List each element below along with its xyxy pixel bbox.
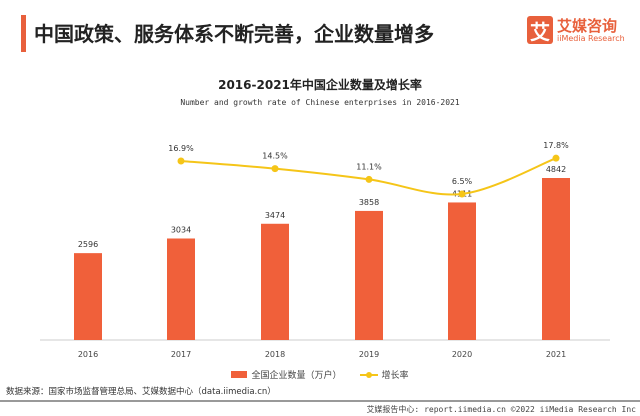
legend-bar-swatch: [231, 371, 248, 378]
legend-bar: 全国企业数量（万户）: [231, 368, 342, 381]
logo-en: iiMedia Research: [557, 33, 625, 43]
x-tick-label: 2017: [171, 350, 191, 359]
x-tick-label: 2021: [546, 350, 566, 359]
bar: [261, 223, 289, 340]
bar-label: 3858: [359, 198, 379, 207]
x-tick-label: 2019: [359, 350, 379, 359]
logo-cn: 艾媒咨询: [557, 16, 618, 35]
bar: [542, 178, 570, 340]
bar: [167, 238, 195, 340]
logo: 艾 艾媒咨询 iiMedia Research: [527, 16, 625, 44]
growth-label: 11.1%: [356, 162, 382, 171]
bar: [74, 253, 102, 340]
legend-bar-label: 全国企业数量（万户）: [251, 371, 342, 381]
x-tick-label: 2020: [452, 350, 472, 359]
growth-label: 6.5%: [452, 177, 473, 186]
legend-line-swatch: [359, 371, 378, 378]
chart-title: 2016-2021年中国企业数量及增长率: [218, 78, 422, 92]
bar: [355, 210, 383, 340]
growth-point: [365, 175, 373, 183]
x-tick-label: 2016: [78, 350, 98, 359]
footer-copyright: 艾媒报告中心: report.iimedia.cn ©2022 iiMedia …: [366, 405, 636, 414]
bar: [448, 202, 476, 340]
bar-label: 3474: [265, 211, 285, 220]
data-source: 数据来源：国家市场监督管理总局、艾媒数据中心（data.iimedia.cn）: [6, 387, 276, 397]
growth-point: [552, 154, 560, 162]
page-title: 中国政策、服务体系不断完善，企业数量增多: [34, 22, 434, 46]
divider: [0, 400, 640, 402]
logo-mark: 艾: [527, 16, 553, 44]
bar-label: 3034: [171, 225, 191, 234]
growth-label: 16.9%: [168, 144, 194, 153]
bar-label: 4842: [546, 165, 566, 174]
bar-label: 2596: [78, 240, 98, 249]
chart-subtitle: Number and growth rate of Chinese enterp…: [180, 98, 460, 107]
growth-label: 14.5%: [262, 152, 288, 161]
title-accent-bar: [21, 15, 26, 52]
growth-point: [271, 165, 279, 173]
legend: 全国企业数量（万户） 增长率: [0, 368, 640, 381]
legend-line: 增长率: [359, 368, 409, 381]
legend-line-label: 增长率: [381, 371, 409, 381]
growth-label: 17.8%: [543, 141, 569, 150]
growth-point: [458, 190, 466, 198]
x-tick-label: 2018: [265, 350, 285, 359]
growth-point: [177, 157, 185, 165]
